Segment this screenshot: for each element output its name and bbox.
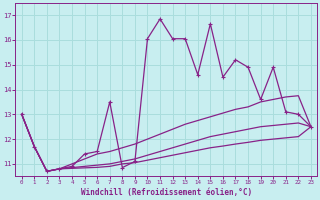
X-axis label: Windchill (Refroidissement éolien,°C): Windchill (Refroidissement éolien,°C) <box>81 188 252 197</box>
